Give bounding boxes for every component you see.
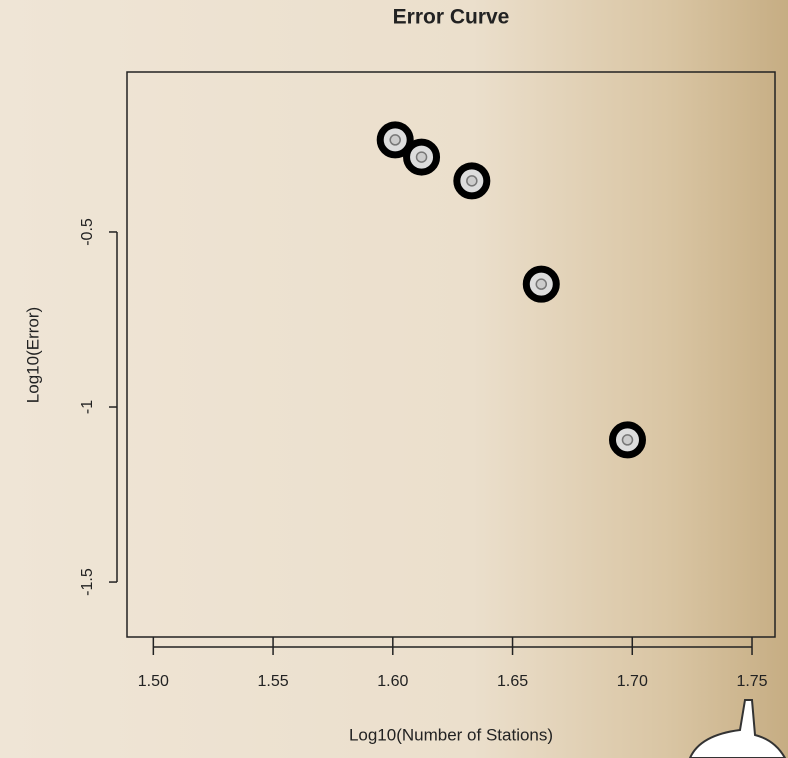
y-tick-label: -1: [79, 400, 96, 414]
point-center: [535, 278, 548, 290]
plot-frame: [126, 71, 776, 638]
x-tick-label: 1.55: [258, 673, 289, 690]
point-center: [621, 434, 634, 446]
chart-title: Error Curve: [393, 6, 510, 29]
cartoon-figure: [688, 699, 787, 758]
x-axis-label: Log10(Number of Stations): [349, 725, 553, 744]
point-center: [389, 134, 401, 146]
x-tick-label: 1.65: [497, 673, 528, 690]
x-tick-label: 1.50: [138, 673, 169, 690]
point-center: [415, 151, 428, 163]
decoration: [688, 699, 787, 758]
point-center: [466, 175, 478, 187]
y-axis-label: Log10(Error): [23, 307, 42, 403]
y-tick-label: -0.5: [79, 218, 96, 246]
x-tick-label: 1.70: [617, 673, 648, 690]
y-tick-label: -1.5: [79, 568, 96, 596]
x-tick-label: 1.75: [736, 673, 767, 690]
x-tick-label: 1.60: [377, 673, 408, 690]
